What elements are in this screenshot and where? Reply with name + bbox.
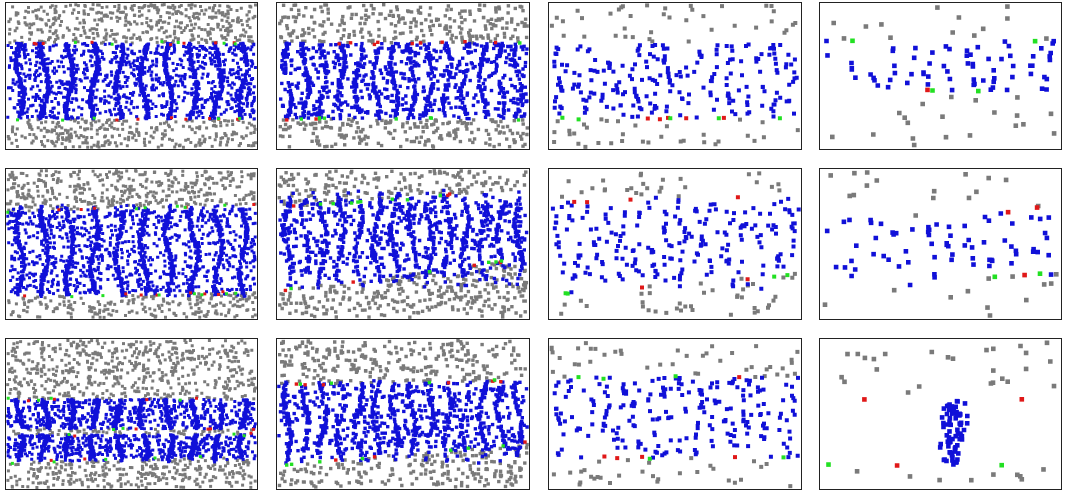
green-points xyxy=(564,273,790,296)
blue-points xyxy=(279,42,529,121)
blue-points xyxy=(824,39,1056,93)
panel-border xyxy=(549,339,802,490)
gray-points xyxy=(830,4,1056,147)
blue-points xyxy=(825,211,1054,287)
blue-points xyxy=(552,43,798,120)
panel-border xyxy=(549,169,802,320)
gray-points xyxy=(278,339,529,489)
green-points xyxy=(560,116,782,122)
green-points xyxy=(993,271,1043,279)
blue-points xyxy=(553,376,800,460)
blue-points xyxy=(6,42,257,121)
panel-border xyxy=(820,339,1062,490)
red-points xyxy=(1006,205,1040,277)
blue-points xyxy=(551,196,801,295)
red-points xyxy=(646,116,726,121)
blue-points xyxy=(278,189,528,290)
red-points xyxy=(572,195,749,289)
green-points xyxy=(826,462,1004,467)
blue-points xyxy=(6,204,257,298)
blue-points xyxy=(938,399,970,467)
red-points xyxy=(925,88,930,93)
